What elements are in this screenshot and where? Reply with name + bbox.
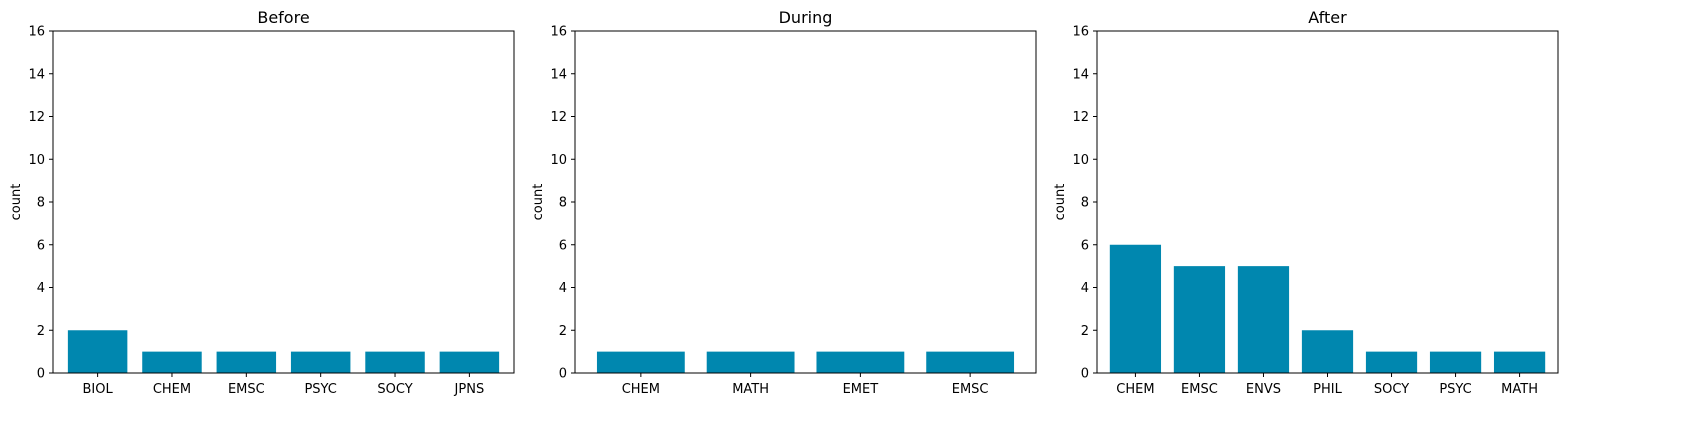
y-tick-label: 2 (559, 324, 567, 339)
y-tick-label: 2 (37, 324, 45, 339)
bar-psyc (1429, 351, 1482, 373)
y-tick-label: 16 (28, 25, 45, 40)
bar-chem (142, 351, 202, 373)
bar-emsc (1173, 266, 1226, 373)
bar-phil (1301, 330, 1354, 373)
x-tick-label: MATH (732, 382, 769, 397)
x-tick-label: SOCY (1374, 382, 1409, 397)
y-tick-label: 10 (1072, 153, 1089, 168)
y-tick-label: 2 (1081, 324, 1089, 339)
y-tick-label: 6 (559, 238, 567, 253)
x-tick-label: MATH (1501, 382, 1538, 397)
y-tick-label: 12 (1072, 110, 1089, 125)
bar-envs (1237, 266, 1290, 373)
panel-title: After (1308, 8, 1347, 27)
bar-chem (1109, 244, 1162, 373)
plot-frame (1096, 30, 1559, 374)
x-tick-label: SOCY (377, 382, 412, 397)
bar-jpns (439, 351, 500, 373)
bar-emsc (216, 351, 277, 373)
bar-biol (67, 330, 128, 373)
y-tick-label: 10 (28, 153, 45, 168)
bar-math (1493, 351, 1546, 373)
x-tick-label: ENVS (1246, 382, 1281, 397)
bar-chem (596, 351, 685, 373)
x-tick-label: JPNS (454, 382, 485, 397)
y-axis-label: count (9, 184, 24, 221)
bar-emet (816, 351, 905, 373)
y-tick-label: 16 (1072, 25, 1089, 40)
plot-frame (52, 30, 515, 374)
y-axis-label: count (531, 184, 546, 221)
x-tick-label: CHEM (153, 382, 191, 397)
bar-math (706, 351, 795, 373)
x-tick-label: PHIL (1313, 382, 1342, 397)
panel-after: After count 0 2 4 6 8 10 12 14 16 CHEM EMSC ENVS PHIL S… (1053, 8, 1559, 397)
y-tick-label: 4 (37, 281, 45, 296)
plot-frame (574, 30, 1037, 374)
y-axis-label: count (1053, 184, 1068, 221)
x-tick-label: PSYC (304, 382, 336, 397)
y-tick-label: 4 (559, 281, 567, 296)
x-tick-label: EMSC (228, 382, 265, 397)
x-tick-label: CHEM (622, 382, 660, 397)
y-tick-label: 12 (28, 110, 45, 125)
bar-socy (365, 351, 425, 373)
x-tick-label: PSYC (1439, 382, 1471, 397)
y-tick-label: 4 (1081, 281, 1089, 296)
y-tick-label: 0 (559, 367, 567, 382)
y-tick-label: 10 (550, 153, 567, 168)
y-tick-label: 0 (1081, 367, 1089, 382)
panel-title: During (779, 8, 833, 27)
bar-psyc (290, 351, 351, 373)
y-tick-label: 14 (550, 67, 567, 82)
panel-during: During count 0 2 4 6 8 10 12 14 16 CHEM MATH EMET EMSC (531, 8, 1037, 397)
panel-title: Before (257, 8, 309, 27)
bar-socy (1365, 351, 1418, 373)
y-tick-label: 16 (550, 25, 567, 40)
x-tick-label: CHEM (1116, 382, 1154, 397)
x-tick-label: EMSC (952, 382, 989, 397)
y-tick-label: 6 (37, 238, 45, 253)
y-tick-label: 8 (37, 196, 45, 211)
y-tick-label: 14 (28, 67, 45, 82)
y-tick-label: 14 (1072, 67, 1089, 82)
y-tick-label: 8 (559, 196, 567, 211)
y-tick-label: 12 (550, 110, 567, 125)
x-tick-label: EMET (843, 382, 879, 397)
y-tick-label: 0 (37, 367, 45, 382)
y-tick-label: 6 (1081, 238, 1089, 253)
y-tick-label: 8 (1081, 196, 1089, 211)
x-tick-label: EMSC (1181, 382, 1218, 397)
panel-before: Before count 0 2 4 6 8 10 12 14 16 BIOL CHEM EMSC PSYC… (9, 8, 515, 397)
x-tick-label: BIOL (82, 382, 113, 397)
bar-emsc (926, 351, 1015, 373)
